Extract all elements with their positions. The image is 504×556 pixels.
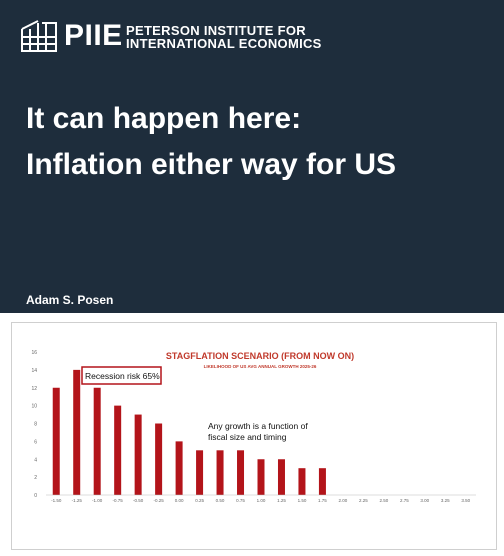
x-tick-label: 1.25: [277, 498, 286, 503]
y-tick-label: 14: [31, 368, 37, 374]
x-tick-label: 0.00: [175, 498, 184, 503]
bar--0.50: [134, 414, 142, 495]
headline-line-2: Inflation either way for US: [26, 148, 397, 181]
bar-1.00: [257, 459, 265, 495]
annotation-growth-line-1: Any growth is a function of: [208, 421, 308, 431]
x-tick-label: 0.25: [195, 498, 204, 503]
bar-1.50: [298, 468, 306, 495]
recession-risk-box: [81, 366, 162, 385]
y-tick-label: 12: [31, 386, 37, 392]
x-tick-label: 1.75: [318, 498, 327, 503]
bar--0.25: [155, 423, 163, 495]
chart-title: STAGFLATION SCENARIO (FROM NOW ON): [166, 351, 354, 361]
piie-logo-icon: [21, 20, 57, 52]
bar--1.50: [52, 387, 60, 495]
chart-subtitle: LIKELIHOOD OF US AVG ANNUAL GROWTH 2025-…: [204, 364, 317, 369]
brand-short: PIIE: [64, 19, 123, 52]
bar-0.25: [196, 450, 204, 495]
x-tick-label: -0.50: [133, 498, 144, 503]
x-tick-label: 3.25: [441, 498, 450, 503]
title-slide: PIIE PETERSON INSTITUTE FOR INTERNATIONA…: [0, 0, 504, 313]
y-axis: 0 2 4 6 8 10 12 14 16: [31, 350, 37, 499]
annotation-growth-line-2: fiscal size and timing: [208, 432, 287, 442]
annotation-recession-risk: Recession risk 65%: [85, 371, 160, 381]
x-tick-label: 2.75: [400, 498, 409, 503]
author-name: Adam S. Posen: [26, 293, 114, 307]
bars-group: [52, 369, 326, 495]
bar-1.25: [277, 459, 285, 495]
x-tick-label: -0.25: [153, 498, 164, 503]
y-tick-label: 4: [34, 457, 37, 463]
bar-0.50: [216, 450, 224, 495]
x-tick-label: 0.50: [216, 498, 225, 503]
brand-line-2: INTERNATIONAL ECONOMICS: [126, 36, 322, 51]
x-tick-label: -1.00: [92, 498, 103, 503]
slide-headline: It can happen here: Inflation either way…: [26, 96, 396, 188]
chart-panel: STAGFLATION SCENARIO (FROM NOW ON) LIKEL…: [11, 322, 497, 550]
bar--1.25: [73, 369, 81, 495]
y-tick-label: 10: [31, 404, 37, 410]
brand-line-1: PETERSON INSTITUTE FOR: [126, 23, 306, 38]
bar--0.75: [114, 405, 122, 495]
x-axis: -1.50 -1.25 -1.00 -0.75 -0.50 -0.25 0.00 0.25 0.…: [46, 494, 476, 503]
x-tick-label: 3.50: [461, 498, 470, 503]
bar-1.75: [318, 468, 326, 495]
headline-line-1: It can happen here:: [26, 102, 302, 135]
x-tick-label: -0.75: [113, 498, 124, 503]
bar--1.00: [93, 387, 101, 495]
x-tick-label: 1.50: [298, 498, 307, 503]
bar-chart: STAGFLATION SCENARIO (FROM NOW ON) LIKEL…: [31, 350, 476, 503]
x-tick-label: 1.00: [257, 498, 266, 503]
y-tick-label: 6: [34, 439, 37, 445]
x-tick-label: 0.75: [236, 498, 245, 503]
x-tick-label: -1.50: [51, 498, 62, 503]
bar-0.00: [175, 441, 183, 495]
x-tick-label: 2.25: [359, 498, 368, 503]
y-tick-label: 16: [31, 350, 37, 356]
x-tick-label: 2.00: [339, 498, 348, 503]
y-tick-label: 0: [34, 493, 37, 499]
x-tick-label: -1.25: [72, 498, 83, 503]
x-tick-label: 2.50: [379, 498, 388, 503]
x-tick-label: 3.00: [420, 498, 429, 503]
bar-0.75: [237, 450, 245, 495]
brand-name: PETERSON INSTITUTE FOR INTERNATIONAL ECO…: [126, 24, 322, 50]
y-tick-label: 8: [34, 422, 37, 428]
y-tick-label: 2: [34, 475, 37, 481]
